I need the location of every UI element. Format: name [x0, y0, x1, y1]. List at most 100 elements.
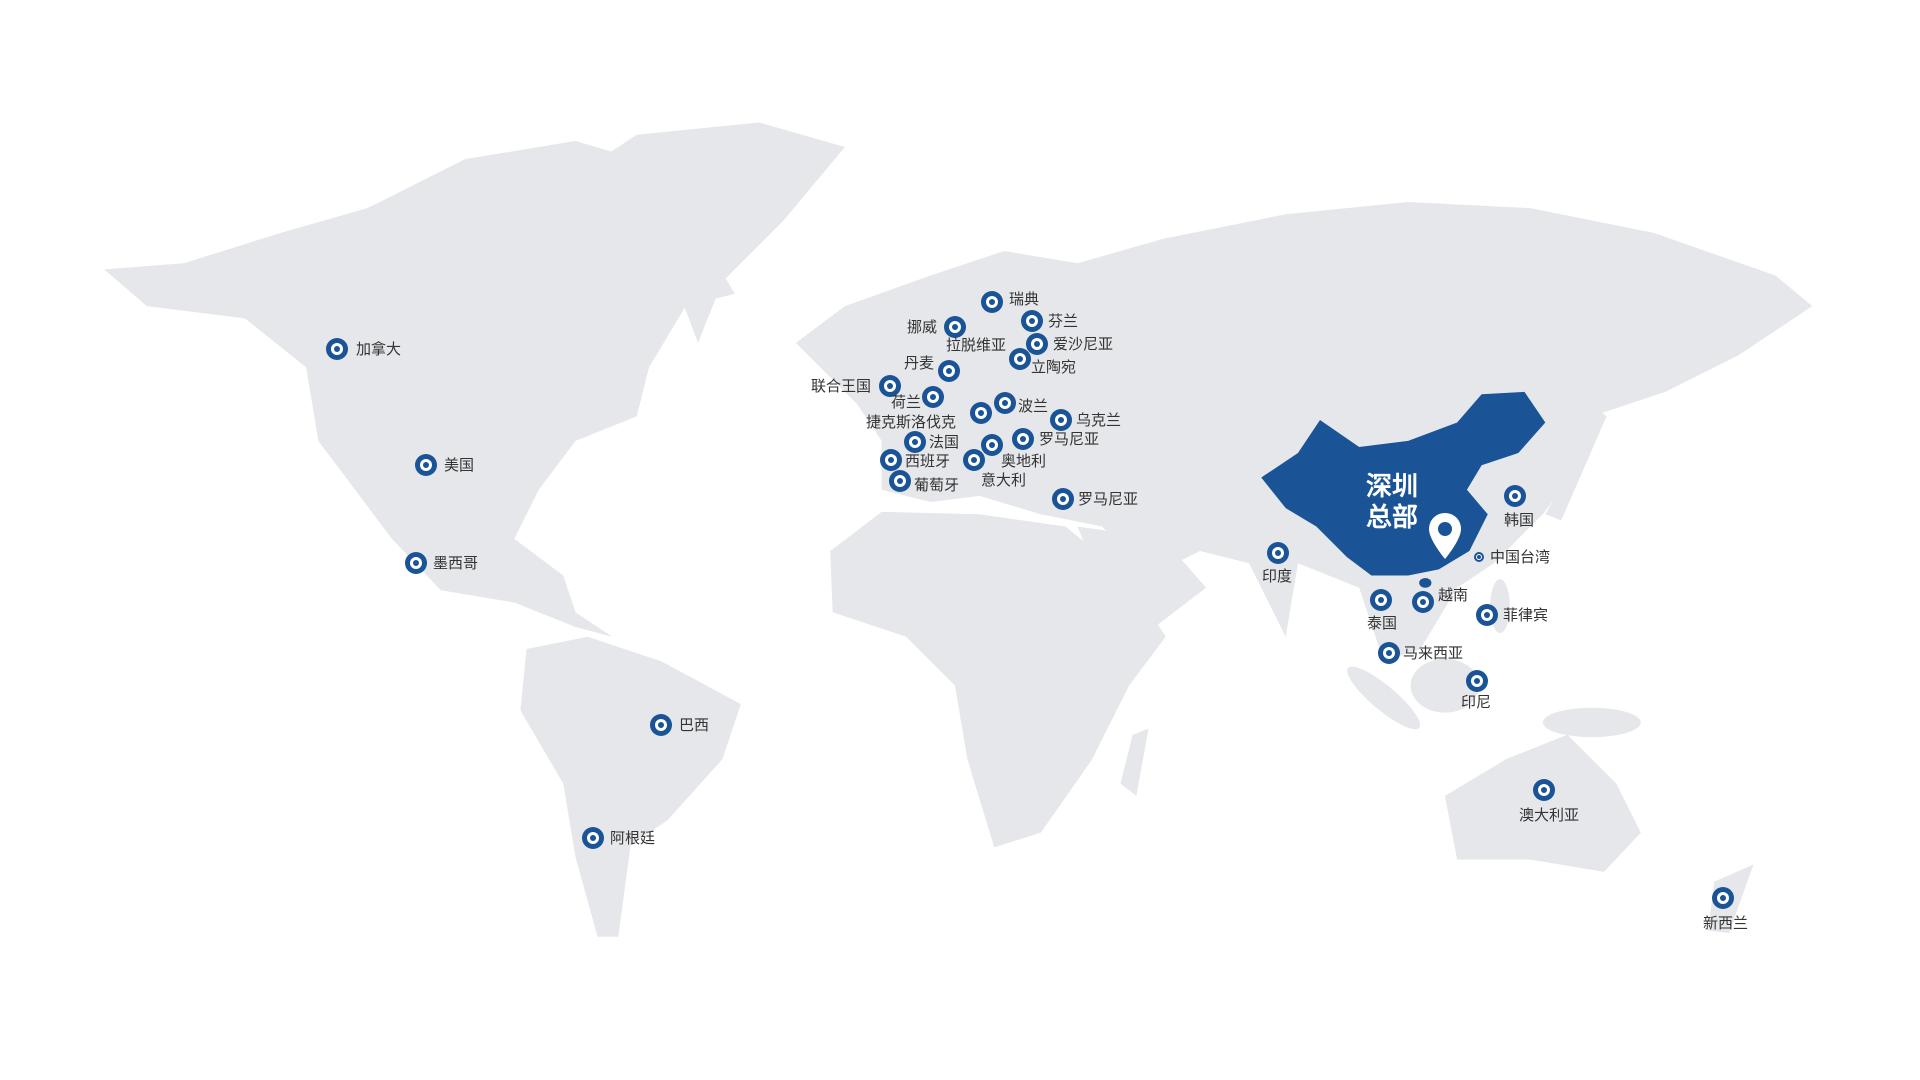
location-marker-uk[interactable] — [879, 375, 901, 397]
location-label-estonia: 爱沙尼亚 — [1053, 335, 1114, 353]
location-label-spain: 西班牙 — [905, 452, 951, 470]
location-marker-brazil[interactable] — [650, 714, 672, 736]
location-marker-italy[interactable] — [963, 449, 985, 471]
marker-dot-icon — [897, 478, 903, 484]
location-label-ukraine: 乌克兰 — [1076, 411, 1122, 429]
location-marker-sweden[interactable] — [981, 291, 1003, 313]
marker-dot-icon — [952, 324, 958, 330]
location-marker-malaysia[interactable] — [1378, 642, 1400, 664]
location-label-mexico: 墨西哥 — [433, 554, 479, 572]
location-marker-newzealand[interactable] — [1712, 887, 1734, 909]
location-marker-austria[interactable] — [981, 434, 1003, 456]
location-label-sweden: 瑞典 — [1009, 290, 1040, 308]
africa — [830, 511, 1166, 848]
marker-dot-icon — [930, 394, 936, 400]
location-label-argentina: 阿根廷 — [610, 829, 656, 847]
marker-dot-icon — [423, 462, 429, 468]
location-marker-norway[interactable] — [944, 316, 966, 338]
location-label-philippines: 菲律宾 — [1503, 606, 1549, 624]
location-label-romania2: 罗马尼亚 — [1078, 490, 1139, 508]
hq-line2: 总部 — [1366, 503, 1419, 533]
australia — [1444, 734, 1641, 872]
location-label-poland: 波兰 — [1018, 397, 1049, 415]
location-marker-spain[interactable] — [880, 449, 902, 471]
marker-dot-icon — [1477, 555, 1481, 559]
location-marker-usa[interactable] — [415, 454, 437, 476]
location-marker-vietnam[interactable] — [1412, 591, 1434, 613]
sumatra — [1347, 666, 1421, 730]
marker-dot-icon — [1017, 356, 1023, 362]
marker-dot-icon — [978, 410, 984, 416]
location-marker-taiwan[interactable] — [1474, 552, 1484, 562]
location-marker-portugal[interactable] — [889, 470, 911, 492]
marker-dot-icon — [1029, 318, 1035, 324]
location-marker-philippines[interactable] — [1476, 604, 1498, 626]
marker-dot-icon — [888, 457, 894, 463]
location-label-brazil: 巴西 — [679, 716, 710, 734]
location-label-latvia: 拉脱维亚 — [946, 336, 1007, 354]
japan — [1545, 404, 1607, 521]
location-label-austria: 奥地利 — [1001, 452, 1047, 470]
location-label-taiwan: 中国台湾 — [1490, 548, 1551, 566]
location-marker-korea[interactable] — [1504, 485, 1526, 507]
location-marker-thailand[interactable] — [1370, 589, 1392, 611]
marker-dot-icon — [1512, 493, 1518, 499]
location-marker-mexico[interactable] — [405, 552, 427, 574]
location-label-uk: 联合王国 — [811, 377, 872, 395]
china-highlight — [1261, 391, 1546, 576]
north-america — [104, 140, 735, 637]
location-label-india: 印度 — [1262, 567, 1293, 585]
location-marker-poland[interactable] — [994, 392, 1016, 414]
location-label-italy: 意大利 — [981, 471, 1027, 489]
south-america — [520, 636, 741, 937]
location-label-australia: 澳大利亚 — [1519, 806, 1580, 824]
eurasia — [795, 202, 1813, 662]
location-label-newzealand: 新西兰 — [1703, 914, 1749, 932]
marker-dot-icon — [658, 722, 664, 728]
location-marker-estonia[interactable] — [1026, 333, 1048, 355]
location-marker-denmark[interactable] — [938, 360, 960, 382]
marker-dot-icon — [1420, 599, 1426, 605]
location-label-finland: 芬兰 — [1048, 312, 1079, 330]
marker-dot-icon — [1541, 787, 1547, 793]
location-marker-australia[interactable] — [1533, 779, 1555, 801]
marker-dot-icon — [1002, 400, 1008, 406]
arabia — [1077, 526, 1207, 640]
location-marker-romania[interactable] — [1012, 428, 1034, 450]
location-label-portugal: 葡萄牙 — [914, 476, 960, 494]
location-marker-indonesia[interactable] — [1466, 670, 1488, 692]
marker-dot-icon — [1060, 496, 1066, 502]
new-guinea — [1542, 707, 1641, 738]
location-marker-ukraine[interactable] — [1050, 409, 1072, 431]
location-marker-canada[interactable] — [326, 338, 348, 360]
marker-dot-icon — [1720, 895, 1726, 901]
marker-dot-icon — [887, 383, 893, 389]
location-label-vietnam: 越南 — [1438, 586, 1469, 604]
location-label-malaysia: 马来西亚 — [1403, 644, 1464, 662]
location-marker-lithuania[interactable] — [1009, 348, 1031, 370]
location-label-korea: 韩国 — [1504, 511, 1535, 529]
marker-dot-icon — [413, 560, 419, 566]
location-marker-argentina[interactable] — [582, 827, 604, 849]
headquarters-label: 深圳 总部 — [1366, 472, 1426, 534]
location-marker-romania2[interactable] — [1052, 488, 1074, 510]
marker-dot-icon — [989, 299, 995, 305]
marker-dot-icon — [1058, 417, 1064, 423]
location-marker-france[interactable] — [904, 431, 926, 453]
marker-dot-icon — [1034, 341, 1040, 347]
location-marker-finland[interactable] — [1021, 310, 1043, 332]
marker-dot-icon — [590, 835, 596, 841]
location-marker-czechoslovakia[interactable] — [970, 402, 992, 424]
marker-dot-icon — [1378, 597, 1384, 603]
location-label-usa: 美国 — [444, 456, 475, 474]
location-marker-netherlands[interactable] — [922, 386, 944, 408]
map-pin-icon — [1429, 513, 1461, 559]
location-label-france: 法国 — [929, 433, 960, 451]
location-label-netherlands: 荷兰 — [891, 393, 922, 411]
marker-dot-icon — [912, 439, 918, 445]
marker-dot-icon — [971, 457, 977, 463]
location-marker-india[interactable] — [1267, 542, 1289, 564]
madagascar — [1120, 728, 1149, 796]
hq-line1: 深圳 — [1366, 472, 1419, 502]
